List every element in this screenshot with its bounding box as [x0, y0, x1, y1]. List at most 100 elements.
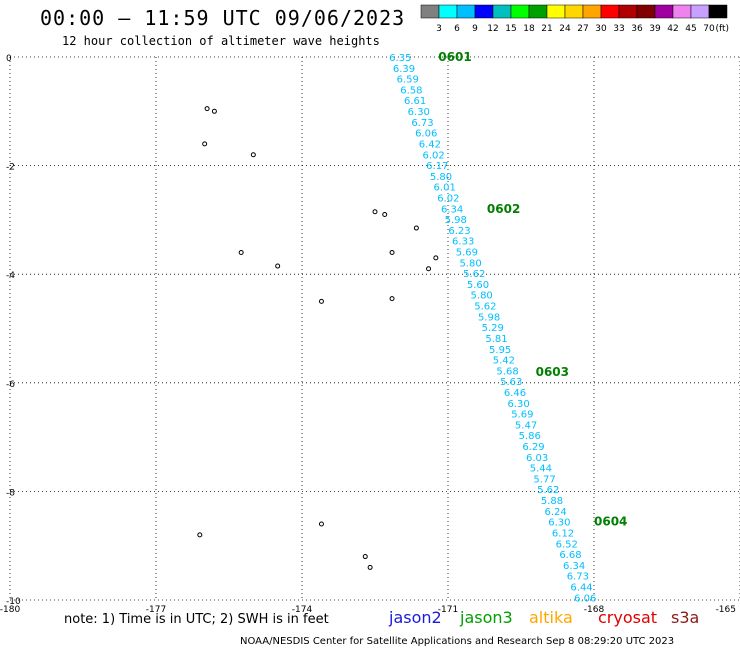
- islands: [197, 106, 439, 570]
- track-value: 6.02: [437, 193, 459, 204]
- time-label: 0603: [536, 365, 569, 379]
- track-value: 6.39: [393, 64, 415, 75]
- colorbar-tick-label: 70: [703, 24, 715, 34]
- track-value: 6.17: [426, 161, 448, 172]
- colorbar-swatch: [564, 4, 584, 19]
- time-label: 0602: [487, 202, 520, 216]
- colorbar-swatch: [582, 4, 602, 19]
- track-value: 5.81: [485, 334, 507, 345]
- x-tick-label: -165: [716, 605, 736, 615]
- satellite-label: jason3: [460, 608, 513, 627]
- chart-title: 00:00 – 11:59 UTC 09/06/2023: [40, 6, 406, 30]
- colorbar-tick-label: 6: [454, 24, 460, 34]
- colorbar-tick-label: 39: [649, 24, 661, 34]
- track-value: 5.69: [511, 410, 533, 421]
- island: [367, 564, 373, 570]
- axes: -180 -177 -174 -171 -168 -165 0 -2 -4 -6 -8 -10: [0, 54, 736, 615]
- track-value: 5.60: [467, 280, 489, 291]
- track-value: 5.77: [533, 474, 555, 485]
- track-value: 6.30: [408, 107, 430, 118]
- colorbar-swatch: [672, 4, 692, 19]
- y-tick-label: -8: [6, 488, 15, 498]
- track-value: 5.62: [537, 485, 559, 496]
- island: [211, 108, 217, 114]
- track-value: 5.42: [493, 356, 515, 367]
- colorbar-swatch: [618, 4, 638, 19]
- colorbar-tick-label: 36: [631, 24, 643, 34]
- colorbar-swatch: [474, 4, 494, 19]
- colorbar-swatch: [708, 4, 728, 19]
- time-label: 0604: [594, 514, 627, 528]
- track-value: 6.34: [563, 561, 585, 572]
- colorbar-swatch: [654, 4, 674, 19]
- colorbar-tick-label: 45: [685, 24, 696, 34]
- satellite-label: jason2: [389, 608, 442, 627]
- track-value: 5.98: [445, 215, 467, 226]
- island: [389, 296, 395, 302]
- track-value: 5.80: [471, 291, 493, 302]
- island: [389, 249, 395, 255]
- x-tick-label: -171: [438, 605, 458, 615]
- track-value: 6.46: [504, 388, 526, 399]
- x-tick-label: -177: [146, 605, 166, 615]
- island: [204, 106, 210, 112]
- track-value: 5.62: [463, 269, 485, 280]
- y-tick-label: -2: [6, 163, 15, 173]
- colorbar-tick-label: 18: [523, 24, 535, 34]
- island: [250, 152, 256, 158]
- track-value: 5.86: [519, 431, 541, 442]
- colorbar-unit: (ft): [715, 24, 729, 34]
- track-value: 6.01: [434, 183, 456, 194]
- colorbar: 3 6 9 12 15 18 21 24 27 30 33 36 39 42 45 70 (ft): [420, 4, 729, 34]
- track-value: 6.03: [526, 453, 548, 464]
- colorbar-swatch: [456, 4, 476, 19]
- track-value: 5.29: [482, 323, 504, 334]
- track-value: 6.30: [548, 518, 570, 529]
- track-value: 5.95: [489, 345, 511, 356]
- colorbar-tick-label: 24: [559, 24, 571, 34]
- chart-subtitle: 12 hour collection of altimeter wave hei…: [62, 34, 380, 48]
- track-value: 6.06: [415, 129, 437, 140]
- track-value: 6.73: [567, 572, 589, 583]
- track-value: 6.30: [508, 399, 530, 410]
- track-value: 6.33: [452, 237, 474, 248]
- x-tick-label: -174: [292, 605, 313, 615]
- track-value: 6.59: [397, 75, 419, 86]
- track: 6.356.396.596.586.616.306.736.066.426.02…: [389, 50, 627, 604]
- island: [318, 521, 324, 527]
- time-label: 0601: [438, 50, 471, 64]
- track-value: 5.47: [515, 420, 537, 431]
- track-value: 6.12: [552, 528, 574, 539]
- satellite-label: altika: [529, 608, 573, 627]
- colorbar-tick-label: 33: [613, 24, 624, 34]
- colorbar-tick-label: 12: [487, 24, 498, 34]
- colorbar-tick-label: 15: [505, 24, 516, 34]
- colorbar-swatch: [420, 4, 440, 19]
- y-tick-label: -6: [6, 380, 15, 390]
- colorbar-swatch: [510, 4, 530, 19]
- x-tick-label: -168: [584, 605, 605, 615]
- colorbar-tick-label: 3: [436, 24, 442, 34]
- colorbar-tick-label: 27: [577, 24, 588, 34]
- colorbar-tick-label: 21: [541, 24, 552, 34]
- colorbar-swatch: [546, 4, 566, 19]
- colorbar-swatch: [600, 4, 620, 19]
- y-tick-label: 0: [6, 54, 12, 64]
- footer-note: note: 1) Time is in UTC; 2) SWH is in fe…: [64, 612, 329, 627]
- y-tick-label: -10: [6, 597, 21, 607]
- x-tick-label: -180: [0, 605, 20, 615]
- track-value: 5.44: [530, 464, 552, 475]
- track-value: 6.73: [411, 118, 433, 129]
- track-value: 6.29: [522, 442, 544, 453]
- island: [382, 211, 388, 217]
- colorbar-swatch: [438, 4, 458, 19]
- colorbar-tick-label: 30: [595, 24, 607, 34]
- track-value: 6.23: [448, 226, 470, 237]
- island: [413, 225, 419, 231]
- footer-credit: NOAA/NESDIS Center for Satellite Applica…: [240, 636, 675, 647]
- island: [433, 255, 439, 261]
- track-value: 5.63: [500, 377, 522, 388]
- island: [426, 266, 432, 272]
